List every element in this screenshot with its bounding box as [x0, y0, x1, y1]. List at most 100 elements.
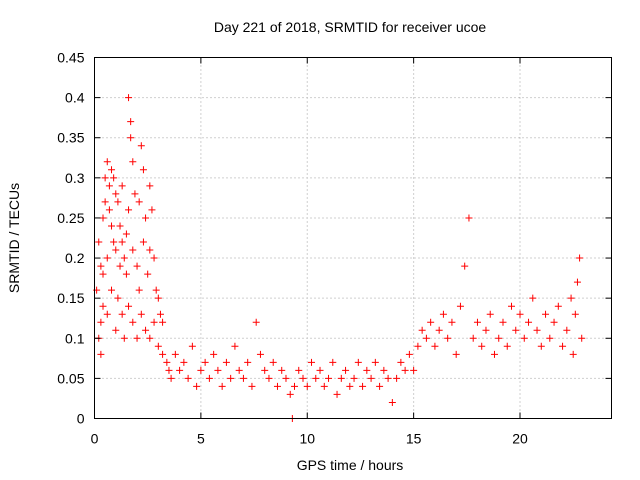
data-point	[278, 366, 286, 374]
data-point	[405, 350, 413, 358]
data-point	[325, 374, 333, 382]
data-point	[150, 318, 158, 326]
data-point	[265, 374, 273, 382]
data-point	[171, 350, 179, 358]
data-point	[101, 174, 109, 182]
data-point	[125, 302, 133, 310]
x-tick-label: 15	[406, 431, 422, 447]
data-point	[156, 310, 164, 318]
data-point	[269, 358, 277, 366]
data-point	[142, 214, 150, 222]
data-point	[127, 134, 135, 142]
data-point	[129, 246, 137, 254]
data-point	[108, 222, 116, 230]
plot-frame	[94, 57, 612, 419]
data-point	[235, 366, 243, 374]
data-point	[197, 366, 205, 374]
data-point	[116, 262, 124, 270]
data-point	[193, 382, 201, 390]
data-point	[486, 310, 494, 318]
data-point	[376, 382, 384, 390]
y-tick-label: 0.25	[57, 210, 84, 226]
data-point	[139, 238, 147, 246]
data-point	[573, 278, 581, 286]
data-point	[125, 206, 133, 214]
data-point	[295, 366, 303, 374]
chart-title: Day 221 of 2018, SRMTID for receiver uco…	[214, 19, 487, 35]
data-point	[303, 382, 311, 390]
data-point	[482, 326, 490, 334]
data-point	[371, 358, 379, 366]
data-point	[495, 334, 503, 342]
data-point	[452, 350, 460, 358]
data-point	[133, 262, 141, 270]
data-point	[461, 262, 469, 270]
data-point	[414, 342, 422, 350]
data-point	[533, 326, 541, 334]
data-point	[431, 342, 439, 350]
data-point	[367, 374, 375, 382]
data-point	[380, 366, 388, 374]
data-point	[286, 390, 294, 398]
data-point	[165, 366, 173, 374]
data-point	[99, 302, 107, 310]
data-point	[231, 342, 239, 350]
data-point	[290, 382, 298, 390]
data-point	[120, 334, 128, 342]
data-point	[142, 326, 150, 334]
data-point	[422, 334, 430, 342]
data-point	[201, 358, 209, 366]
data-point	[114, 294, 122, 302]
data-point	[473, 318, 481, 326]
data-point	[108, 286, 116, 294]
data-point	[388, 398, 396, 406]
grid-lines	[94, 57, 612, 419]
y-tick-label: 0.3	[65, 170, 85, 186]
data-point	[282, 374, 290, 382]
data-point	[448, 318, 456, 326]
data-points	[93, 94, 586, 422]
data-point	[299, 374, 307, 382]
data-point	[114, 198, 122, 206]
data-point	[105, 206, 113, 214]
data-point	[550, 318, 558, 326]
x-tick-label: 10	[299, 431, 315, 447]
data-point	[337, 374, 345, 382]
data-point	[146, 334, 154, 342]
data-point	[218, 382, 226, 390]
data-point	[122, 230, 130, 238]
data-point	[559, 342, 567, 350]
data-point	[384, 374, 392, 382]
data-point	[163, 358, 171, 366]
data-point	[316, 366, 324, 374]
data-point	[563, 326, 571, 334]
data-point	[112, 326, 120, 334]
data-point	[118, 238, 126, 246]
data-point	[108, 166, 116, 174]
data-point	[112, 190, 120, 198]
data-point	[146, 246, 154, 254]
data-point	[105, 182, 113, 190]
data-point	[137, 142, 145, 150]
data-point	[571, 310, 579, 318]
data-point	[525, 318, 533, 326]
data-point	[188, 342, 196, 350]
data-point	[112, 246, 120, 254]
data-point	[469, 334, 477, 342]
data-point	[546, 334, 554, 342]
data-point	[222, 358, 230, 366]
data-point	[239, 374, 247, 382]
data-point	[312, 374, 320, 382]
data-point	[520, 334, 528, 342]
data-point	[127, 118, 135, 126]
data-point	[184, 374, 192, 382]
data-point	[129, 158, 137, 166]
data-point	[503, 342, 511, 350]
data-point	[148, 206, 156, 214]
data-point	[137, 310, 145, 318]
data-point	[97, 262, 105, 270]
data-point	[205, 374, 213, 382]
data-point	[159, 350, 167, 358]
data-point	[99, 270, 107, 278]
data-point	[176, 366, 184, 374]
